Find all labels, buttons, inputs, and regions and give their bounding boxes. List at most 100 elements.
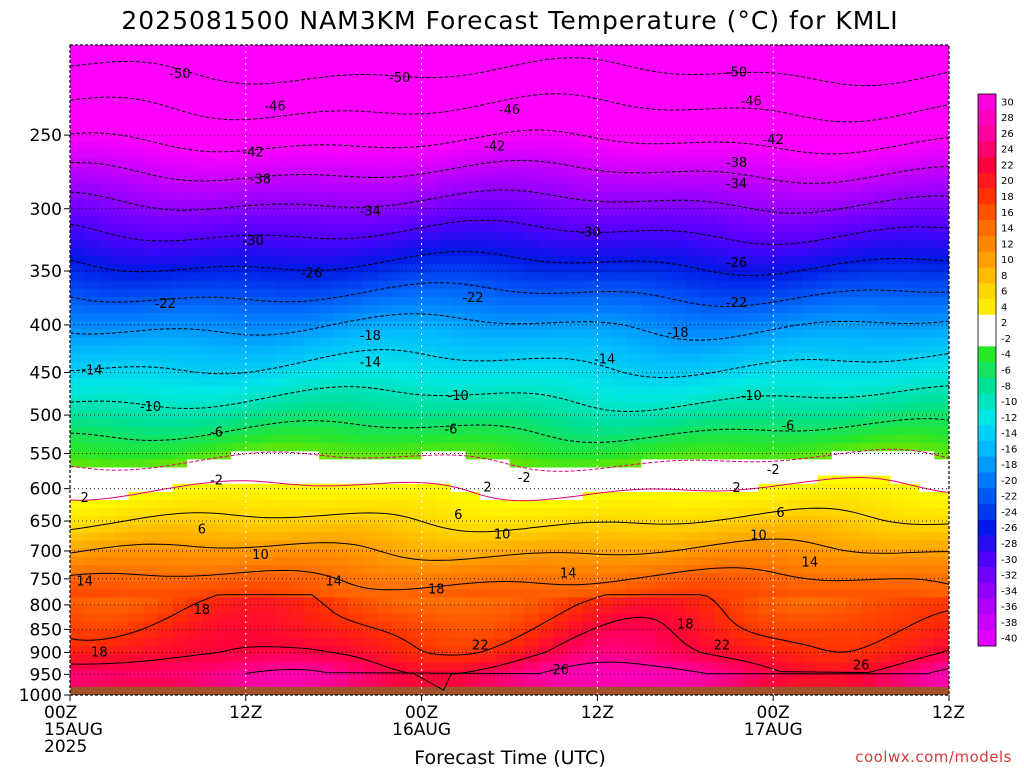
field-cell bbox=[890, 305, 906, 314]
field-cell bbox=[99, 654, 115, 664]
field-cell bbox=[802, 240, 818, 249]
field-cell bbox=[494, 638, 511, 647]
field-cell bbox=[890, 93, 906, 103]
field-cell bbox=[275, 256, 291, 265]
field-cell bbox=[802, 142, 818, 152]
field-cell bbox=[919, 142, 935, 152]
field-cell bbox=[714, 61, 730, 70]
field-cell bbox=[538, 110, 555, 119]
field-cell bbox=[363, 402, 379, 412]
field-cell bbox=[260, 321, 276, 330]
field-cell bbox=[641, 508, 657, 517]
field-cell bbox=[143, 223, 159, 233]
field-cell bbox=[553, 426, 569, 436]
field-cell bbox=[553, 69, 569, 79]
field-cell bbox=[582, 491, 598, 501]
field-cell bbox=[275, 118, 291, 127]
field-cell bbox=[919, 313, 935, 322]
field-cell bbox=[128, 85, 144, 95]
field-cell bbox=[406, 61, 423, 70]
field-cell bbox=[509, 345, 525, 355]
field-cell bbox=[905, 296, 921, 306]
field-cell bbox=[216, 61, 232, 70]
field-cell bbox=[333, 231, 349, 241]
field-cell bbox=[685, 305, 701, 314]
field-cell bbox=[685, 459, 701, 469]
field-cell bbox=[245, 126, 262, 135]
field-cell bbox=[934, 345, 949, 355]
field-cell bbox=[699, 126, 716, 135]
field-cell bbox=[714, 378, 730, 387]
field-cell bbox=[875, 370, 891, 379]
field-cell bbox=[861, 191, 877, 200]
field-cell bbox=[99, 508, 115, 517]
field-cell bbox=[333, 361, 349, 371]
field-cell bbox=[787, 280, 804, 290]
field-cell bbox=[758, 443, 774, 452]
field-cell bbox=[363, 516, 379, 525]
field-cell bbox=[802, 215, 818, 225]
field-cell bbox=[817, 329, 833, 339]
field-cell bbox=[406, 321, 423, 330]
field-cell bbox=[392, 435, 408, 444]
field-cell bbox=[626, 500, 642, 509]
field-cell bbox=[612, 45, 628, 54]
field-cell bbox=[216, 85, 232, 95]
field-cell bbox=[289, 418, 305, 428]
field-cell bbox=[699, 589, 716, 599]
field-cell bbox=[875, 459, 891, 469]
field-cell bbox=[480, 61, 496, 70]
field-cell bbox=[919, 467, 935, 477]
field-cell bbox=[656, 231, 672, 241]
field-cell bbox=[436, 61, 452, 70]
field-cell bbox=[538, 524, 555, 534]
field-cell bbox=[626, 548, 642, 558]
field-cell bbox=[157, 678, 174, 688]
field-cell bbox=[802, 313, 818, 322]
field-cell bbox=[289, 386, 305, 395]
field-cell bbox=[113, 443, 130, 452]
field-cell bbox=[406, 288, 423, 298]
field-cell bbox=[846, 524, 862, 534]
field-cell bbox=[348, 638, 364, 647]
field-cell bbox=[582, 118, 598, 127]
field-cell bbox=[582, 175, 598, 184]
field-cell bbox=[861, 670, 877, 680]
field-cell bbox=[143, 378, 159, 387]
field-cell bbox=[275, 288, 291, 298]
field-cell bbox=[113, 77, 130, 87]
field-cell bbox=[99, 638, 115, 647]
field-cell bbox=[231, 272, 247, 282]
field-cell bbox=[817, 321, 833, 330]
field-cell bbox=[260, 483, 276, 493]
field-cell bbox=[289, 240, 305, 249]
field-cell bbox=[231, 508, 247, 517]
field-cell bbox=[289, 215, 305, 225]
field-cell bbox=[143, 451, 159, 460]
field-cell bbox=[919, 345, 935, 355]
field-cell bbox=[201, 394, 218, 404]
field-cell bbox=[626, 248, 642, 257]
field-cell bbox=[421, 150, 437, 160]
field-cell bbox=[538, 613, 555, 623]
field-cell bbox=[626, 581, 642, 590]
field-cell bbox=[216, 426, 232, 436]
field-cell bbox=[421, 61, 437, 70]
field-cell bbox=[157, 150, 174, 160]
field-cell bbox=[524, 199, 540, 209]
field-cell bbox=[699, 540, 716, 550]
field-cell bbox=[245, 548, 262, 558]
field-cell bbox=[260, 256, 276, 265]
field-cell bbox=[436, 93, 452, 103]
field-cell bbox=[656, 321, 672, 330]
field-cell bbox=[99, 581, 115, 590]
field-cell bbox=[934, 670, 949, 680]
field-cell bbox=[187, 678, 203, 688]
contour-lines bbox=[70, 57, 949, 691]
field-cell bbox=[934, 500, 949, 509]
field-cell bbox=[685, 516, 701, 525]
field-cell bbox=[187, 191, 203, 200]
field-cell bbox=[553, 183, 569, 192]
field-cell bbox=[260, 191, 276, 200]
field-cell bbox=[480, 443, 496, 452]
